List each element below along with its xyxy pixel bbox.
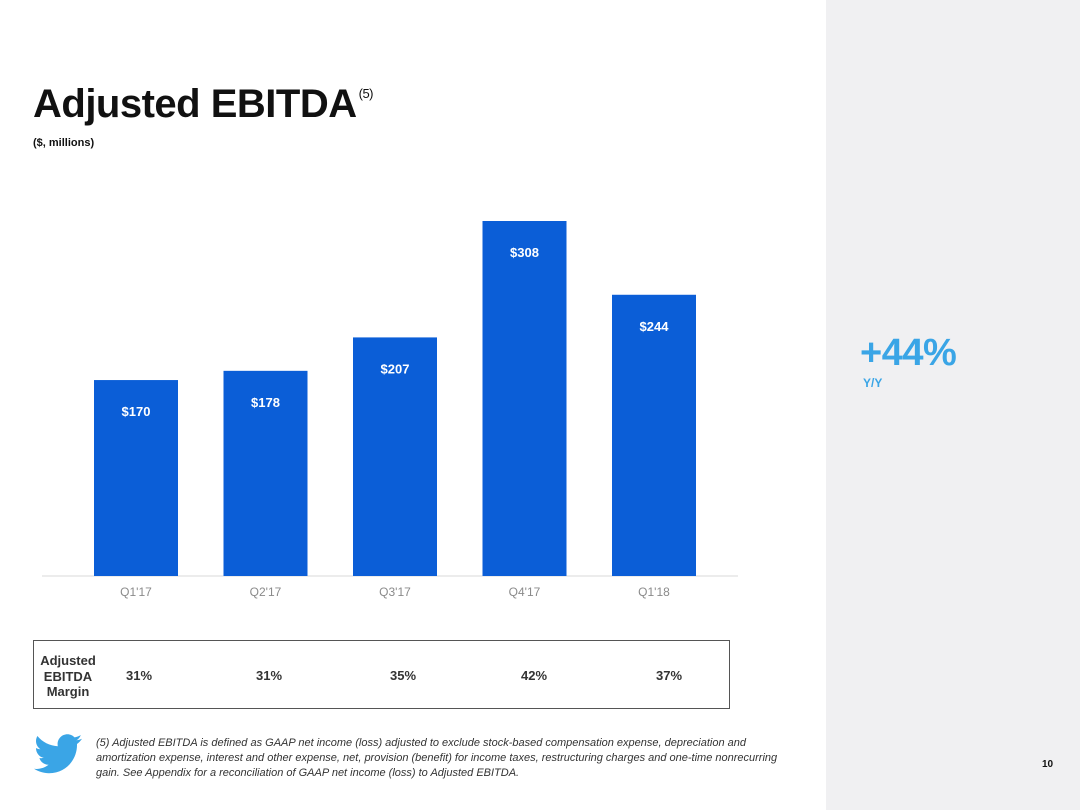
bar-chart: $170 Q1'17 $178 Q2'17 $207 Q3'17 $308 Q4'17 $244…	[42, 221, 738, 599]
bar-value-label: $308	[510, 245, 539, 260]
twitter-bird-icon	[34, 734, 82, 774]
yoy-growth-label: Y/Y	[863, 376, 883, 390]
margin-table-label: Adjusted EBITDA Margin	[40, 653, 96, 699]
bar-Q3'17	[353, 337, 437, 576]
page-number: 10	[1042, 759, 1054, 770]
title-footnote-ref: (5)	[358, 86, 374, 101]
margin-value: 31%	[125, 668, 153, 683]
x-tick-label: Q2'17	[250, 585, 282, 599]
margin-value: 42%	[520, 668, 548, 683]
bar-value-label: $178	[251, 395, 280, 410]
margin-value: 35%	[389, 668, 417, 683]
bar-value-label: $207	[381, 361, 410, 376]
right-panel	[826, 0, 1080, 810]
margin-value: 31%	[255, 668, 283, 683]
footnote: (5) Adjusted EBITDA is defined as GAAP n…	[96, 737, 778, 779]
x-tick-label: Q1'18	[638, 585, 670, 599]
x-tick-label: Q4'17	[509, 585, 541, 599]
bar-Q1'18	[612, 294, 696, 576]
bar-Q2'17	[223, 370, 308, 576]
bar-Q1'17	[94, 380, 178, 576]
slide-subtitle: ($, millions)	[33, 137, 95, 149]
x-tick-label: Q3'17	[379, 585, 411, 599]
x-tick-label: Q1'17	[120, 585, 152, 599]
margin-table: Adjusted EBITDA Margin 31% 31% 35% 42% 3…	[33, 640, 730, 709]
bar-Q4'17	[482, 221, 567, 576]
margin-value: 37%	[655, 668, 683, 683]
bar-value-label: $244	[640, 319, 670, 334]
yoy-growth-value: +44%	[860, 332, 957, 374]
slide-title: Adjusted EBITDA (5)	[33, 82, 374, 126]
bar-value-label: $170	[122, 404, 151, 419]
